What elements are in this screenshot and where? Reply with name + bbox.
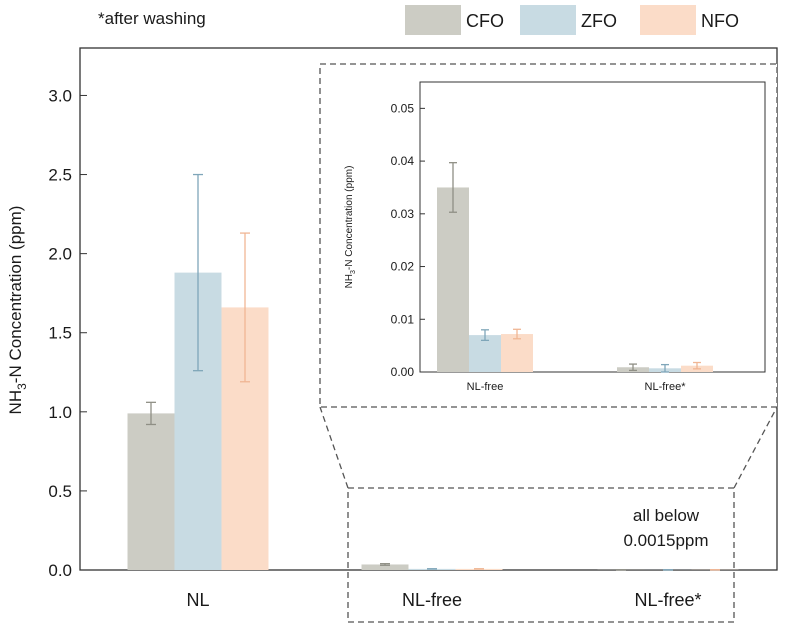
zoom-note-line1: all below [633, 506, 700, 525]
legend-swatch-nfo [640, 5, 696, 35]
zoom-connector-right [733, 406, 778, 489]
inset-y-tick-label: 0.01 [391, 312, 415, 326]
main-y-tick-label: 3.0 [48, 86, 72, 105]
inset-bar-nl-free-nfo [501, 334, 533, 372]
zoom-connector-left [319, 406, 349, 489]
washing-annotation: *after washing [98, 9, 206, 28]
inset-errorbar-nl-free-zfo [481, 329, 489, 342]
main-y-tick-label: 0.5 [48, 482, 72, 501]
inset-outer-frame [319, 63, 778, 408]
inset-x-label-nl-free: NL-free [467, 381, 504, 393]
inset-errorbar-nl-free-star-nfo [693, 361, 701, 370]
inset-y-tick-label: 0.05 [391, 101, 415, 115]
main-errorbar-nl-nfo [240, 232, 250, 383]
main-y-axis-label: NH3-N Concentration (ppm) [6, 206, 29, 415]
main-bar-nl-free-cfo [361, 564, 409, 570]
inset-bar-nl-free-cfo [437, 187, 469, 372]
inset-errorbar-nl-free-nfo [513, 328, 521, 340]
legend-swatch-cfo [405, 5, 461, 35]
main-bar-nl-cfo [127, 413, 175, 570]
inset-bar-nl-free-zfo [469, 335, 501, 372]
inset-y-tick-label: 0.02 [391, 260, 415, 274]
main-y-tick-label: 2.5 [48, 166, 72, 185]
main-y-ticks: 0.0 0.5 1.0 1.5 2.0 2.5 3.0 [48, 86, 87, 580]
inset-x-label-nl-free-star: NL-free* [645, 381, 687, 393]
main-bars [127, 173, 739, 571]
inset-x-labels: NL-free NL-free* [467, 381, 687, 393]
main-x-label-nl-free: NL-free [402, 590, 462, 610]
inset-y-ticks: 0.00 0.01 0.02 0.03 0.04 0.05 [391, 101, 425, 379]
main-errorbar-nl-cfo [146, 401, 156, 426]
zoom-note-line2: 0.0015ppm [623, 531, 708, 550]
inset-bars [437, 162, 713, 373]
main-y-tick-label: 1.0 [48, 403, 72, 422]
inset-y-tick-label: 0.04 [391, 154, 415, 168]
legend-label-cfo: CFO [466, 11, 504, 31]
legend: CFO ZFO NFO [405, 5, 739, 35]
inset-errorbar-nl-free-star-zfo [661, 363, 669, 373]
legend-swatch-zfo [520, 5, 576, 35]
inset-y-tick-label: 0.03 [391, 207, 415, 221]
main-errorbar-nl-free-cfo [380, 563, 390, 566]
main-y-tick-label: 0.0 [48, 561, 72, 580]
inset-y-tick-label: 0.00 [391, 365, 415, 379]
main-x-labels: NL NL-free NL-free* [186, 590, 701, 610]
main-x-label-nl: NL [186, 590, 209, 610]
inset-errorbar-nl-free-cfo [449, 162, 457, 213]
main-y-tick-label: 1.5 [48, 324, 72, 343]
zoom-region-box [347, 487, 735, 623]
main-x-label-nl-free-star: NL-free* [634, 590, 701, 610]
inset-y-axis-label: NH3-N Concentration (ppm) [344, 166, 357, 289]
legend-label-zfo: ZFO [581, 11, 617, 31]
main-errorbar-nl-zfo [193, 173, 203, 372]
inset-errorbar-nl-free-star-cfo [629, 363, 637, 372]
inset-plot-frame [419, 81, 766, 373]
legend-label-nfo: NFO [701, 11, 739, 31]
main-y-tick-label: 2.0 [48, 245, 72, 264]
